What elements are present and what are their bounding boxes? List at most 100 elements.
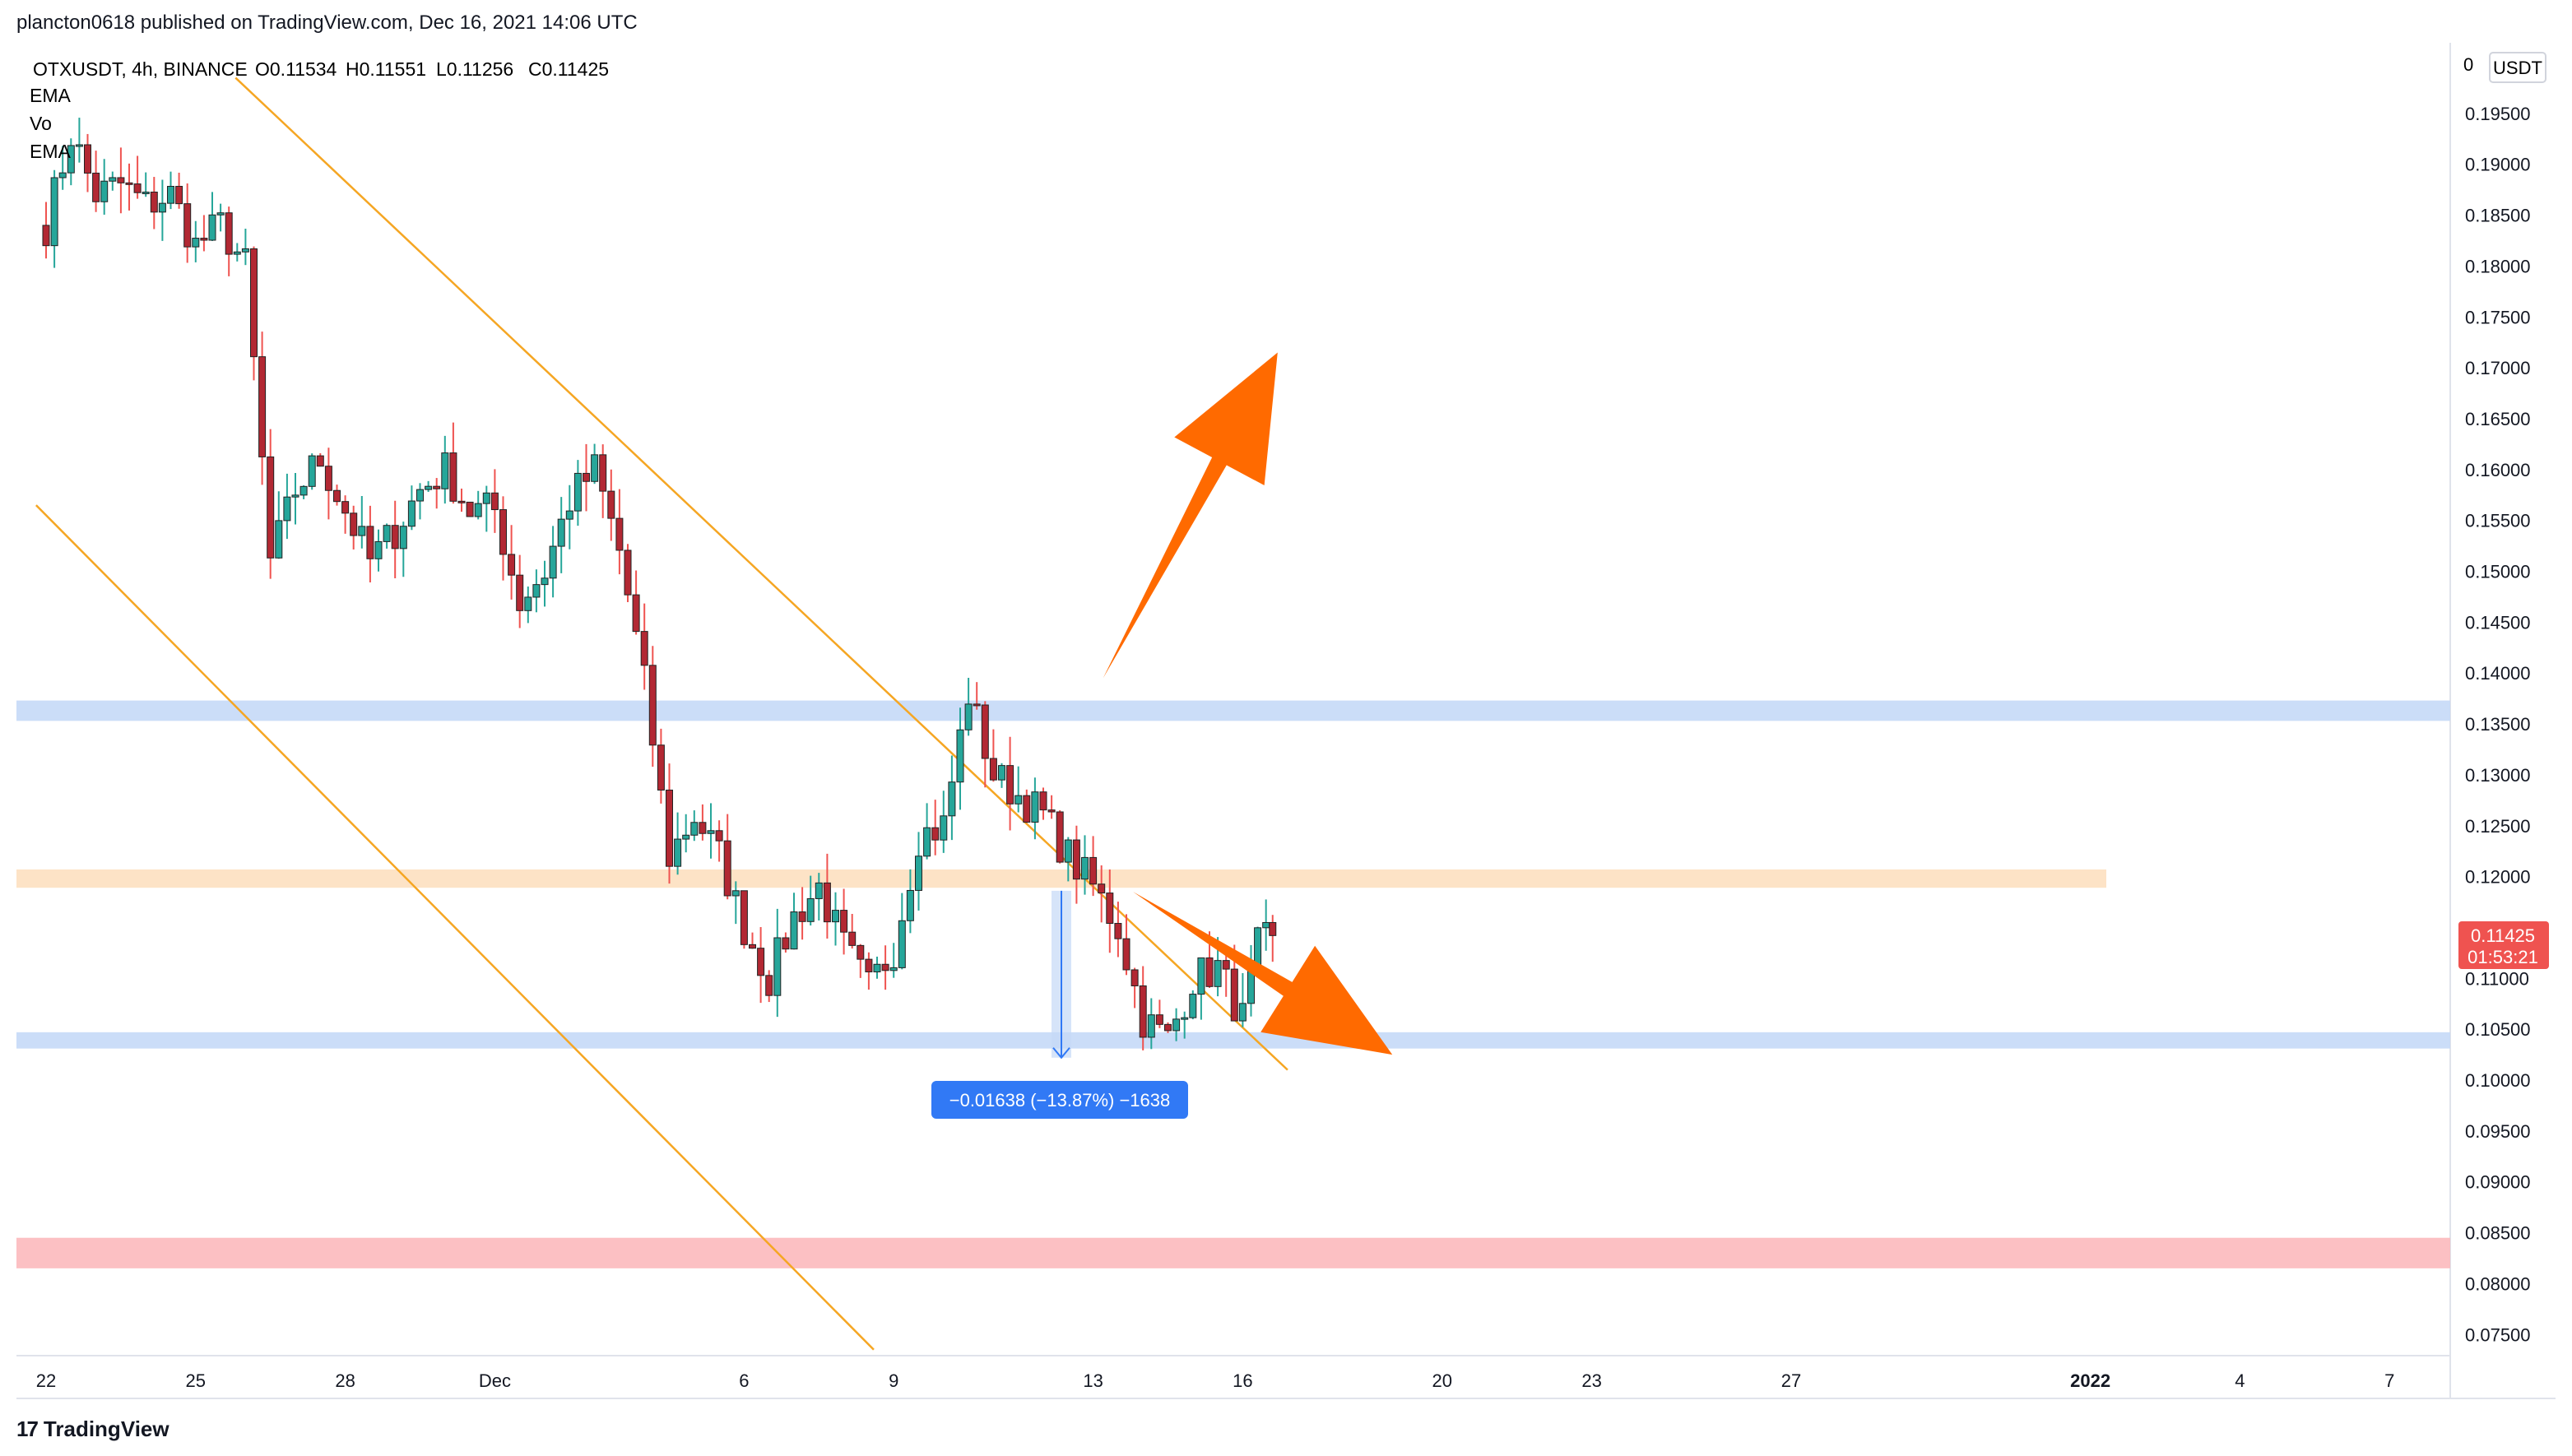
time-tick-label: 2022 (2070, 1370, 2110, 1391)
candle-body (67, 145, 75, 174)
bullish-arrow (1103, 352, 1278, 679)
candle-body (299, 485, 308, 496)
price-tick-label: 0.10500 (2465, 1019, 2531, 1040)
candle-body (857, 944, 865, 960)
candle-body (216, 212, 225, 216)
candle-body (366, 526, 374, 559)
candle-body (640, 631, 648, 666)
currency-badge[interactable] (2489, 52, 2546, 83)
candle-body (150, 192, 158, 213)
candle-body (881, 963, 889, 971)
candle-body (474, 503, 482, 517)
bearish-arrow (1133, 892, 1393, 1055)
candle-body (981, 704, 989, 759)
price-tick-label: 0.08000 (2465, 1273, 2531, 1294)
candle-body (565, 510, 573, 520)
candle-body (117, 177, 125, 183)
time-tick-label: 7 (2384, 1370, 2394, 1391)
current-price-tag (2458, 921, 2549, 969)
price-tick-label: 0.14500 (2465, 612, 2531, 633)
candle-body (1098, 883, 1106, 894)
candle-body (1147, 1014, 1155, 1038)
candle-body (1056, 811, 1064, 863)
candle-body (532, 584, 541, 598)
time-tick-label: 4 (2235, 1370, 2245, 1391)
candle-body (316, 455, 324, 467)
candle-body (183, 203, 192, 248)
candle-body (291, 494, 299, 498)
time-axis: 22 25 28 Dec 6 9 13 16 20 23 27 2022 4 7 (36, 1370, 2395, 1391)
price-tick-label: 0.07500 (2465, 1324, 2531, 1345)
indicator-ema-2[interactable]: EMA (30, 141, 72, 162)
candle-countdown: 01:53:21 (2468, 947, 2538, 967)
candle-body (1014, 795, 1023, 805)
candle-body (466, 501, 474, 517)
candle-body (557, 518, 565, 547)
candle-body (341, 501, 350, 514)
candle-body (225, 212, 233, 255)
price-tick-label: 0.12500 (2465, 816, 2531, 837)
candle-body (1172, 1018, 1181, 1032)
candle-body (407, 500, 416, 527)
currency-label: USDT (2493, 58, 2542, 78)
price-tick-label: 0.18500 (2465, 206, 2531, 226)
time-tick-label: 27 (1781, 1370, 1801, 1391)
indicator-volume[interactable]: Vo (30, 113, 52, 134)
candle-body (1047, 809, 1056, 813)
candle-body (1262, 921, 1270, 929)
price-tick-label: 0.09500 (2465, 1121, 2531, 1142)
candle-body (549, 545, 557, 579)
candle-body (699, 822, 707, 834)
candle-body (233, 251, 241, 255)
price-tick-label: 0.12000 (2465, 867, 2531, 888)
ohlc-high: H0.11551 (346, 58, 426, 80)
candle-body (383, 525, 391, 542)
candle-body (948, 781, 956, 817)
candle-body (267, 456, 275, 559)
candle-body (109, 177, 117, 182)
ohlc-close: C0.11425 (528, 58, 609, 80)
candle-body (583, 472, 590, 482)
price-tick-label: 0.16500 (2465, 409, 2531, 429)
candle-body (615, 517, 624, 551)
candle-body (815, 882, 823, 899)
candle-body (508, 554, 516, 576)
price-axis: 0.19500 0.19000 0.18500 0.18000 0.17500 0.170… (2465, 104, 2531, 1345)
candle-body (989, 758, 997, 781)
candle-body (350, 512, 358, 536)
candle-body (624, 549, 632, 596)
candle-body (956, 729, 964, 783)
measure-label: −0.01638 (−13.87%) −1638 (949, 1090, 1171, 1111)
candle-body (782, 937, 790, 950)
price-tick-label: 0.16000 (2465, 460, 2531, 480)
candle-body (175, 186, 183, 205)
candle-body (923, 827, 931, 857)
indicator-ema-1[interactable]: EMA (30, 85, 72, 106)
candle-body (1072, 839, 1080, 880)
current-price-value: 0.11425 (2471, 925, 2535, 946)
arrows-layer (1103, 352, 1393, 1055)
tradingview-logo[interactable]: 17 TradingView (16, 1417, 169, 1442)
candle-body (931, 827, 940, 841)
candle-body (599, 454, 607, 492)
candle-body (275, 520, 283, 559)
candle-body (682, 834, 690, 840)
candle-body (1181, 1017, 1189, 1020)
candle-body (1114, 923, 1122, 939)
candle-body (1230, 968, 1238, 1022)
candle-body (416, 489, 424, 502)
candle-body (666, 789, 673, 867)
price-tick-label: 0.14000 (2465, 663, 2531, 684)
candle-body (374, 540, 383, 559)
candle-body (192, 238, 200, 248)
price-tick-label: 0.19000 (2465, 155, 2531, 175)
candle-body (399, 526, 407, 549)
candle-body (674, 838, 682, 867)
symbol-info[interactable]: OTXUSDT, 4h, BINANCE (33, 58, 248, 80)
candle-body (75, 144, 83, 147)
price-tick-label: 0.10000 (2465, 1070, 2531, 1091)
price-axis-top-partial: 0 (2463, 54, 2473, 75)
candle-body (1197, 957, 1205, 995)
time-tick-label: 9 (889, 1370, 898, 1391)
